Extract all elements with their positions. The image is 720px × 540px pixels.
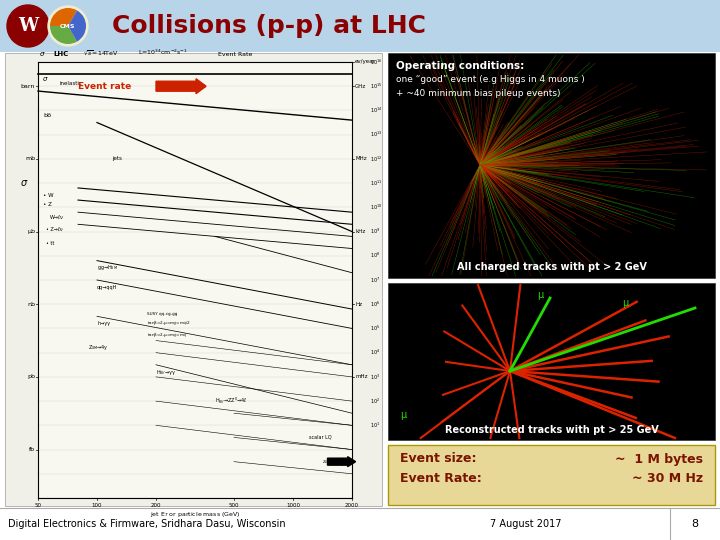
Text: ~ 30 M Hz: ~ 30 M Hz [632, 472, 703, 485]
Text: Event rate: Event rate [78, 82, 132, 91]
Text: Reconstructed tracks with pt > 25 GeV: Reconstructed tracks with pt > 25 GeV [445, 425, 658, 435]
Circle shape [7, 5, 49, 47]
Text: σ: σ [40, 51, 45, 57]
Text: kHz: kHz [355, 229, 365, 234]
Bar [38, 62, 352, 498]
Text: fb: fb [29, 447, 35, 452]
Text: • tt̄: • tt̄ [46, 241, 55, 246]
Text: $10^{1}$: $10^{1}$ [370, 421, 380, 430]
Text: ev/year: ev/year [355, 59, 376, 64]
Text: Z$_{SM}$→4y: Z$_{SM}$→4y [88, 343, 109, 352]
Text: Event Rate: Event Rate [218, 52, 253, 57]
Text: • Z→ℓν: • Z→ℓν [46, 227, 63, 232]
Text: Hz: Hz [355, 302, 362, 307]
Text: CMS: CMS [60, 24, 76, 29]
Bar [5, 53, 382, 506]
Text: • Z: • Z [43, 202, 52, 207]
Text: LHC: LHC [53, 51, 68, 57]
Bar [0, 508, 720, 540]
Text: $10^{2}$: $10^{2}$ [370, 396, 380, 406]
Text: pb: pb [27, 374, 35, 380]
Text: μb: μb [27, 229, 35, 234]
FancyArrow shape [156, 79, 206, 94]
Wedge shape [50, 26, 77, 44]
Text: h→γγ: h→γγ [97, 321, 110, 326]
Text: $10^{13}$: $10^{13}$ [370, 130, 382, 139]
Text: All charged tracks with pt > 2 GeV: All charged tracks with pt > 2 GeV [456, 262, 647, 272]
Text: 1000: 1000 [286, 503, 300, 508]
Bar [0, 0, 720, 52]
Text: jets: jets [112, 157, 122, 161]
Bar [388, 53, 715, 278]
Bar [388, 283, 715, 440]
Text: one “good” event (e.g Higgs in 4 muons ): one “good” event (e.g Higgs in 4 muons ) [396, 75, 585, 84]
Text: Collisions (p-p) at LHC: Collisions (p-p) at LHC [112, 14, 426, 38]
Text: 500: 500 [229, 503, 239, 508]
Text: barn: barn [21, 84, 35, 89]
Text: SUSY q̃q̃-c̃g̃-g̃g̃: SUSY q̃q̃-c̃g̃-g̃g̃ [147, 312, 177, 315]
Text: 2000: 2000 [345, 503, 359, 508]
Text: Digital Electronics & Firmware, Sridhara Dasu, Wisconsin: Digital Electronics & Firmware, Sridhara… [8, 519, 286, 529]
Text: GHz: GHz [355, 84, 366, 89]
Text: $10^{10}$: $10^{10}$ [370, 202, 382, 212]
Text: σ: σ [43, 76, 48, 82]
Text: tanβ=2,μ=m$_{g̃}$=m$_{q̃}$: tanβ=2,μ=m$_{g̃}$=m$_{q̃}$ [147, 332, 187, 341]
Text: bb̄: bb̄ [43, 113, 51, 118]
Text: $\sqrt{s}$=14TeV: $\sqrt{s}$=14TeV [83, 48, 119, 57]
Text: • W: • W [43, 193, 53, 198]
Circle shape [48, 6, 88, 46]
Wedge shape [68, 10, 86, 42]
FancyArrow shape [328, 457, 356, 467]
Text: $10^{4}$: $10^{4}$ [370, 348, 380, 357]
Text: inelastic: inelastic [60, 82, 83, 86]
Text: tanβ=2,μ=m$_{g̃}$=m$_{q̃}$/2: tanβ=2,μ=m$_{g̃}$=m$_{q̃}$/2 [147, 319, 191, 328]
Text: gg→H$_{SM}$: gg→H$_{SM}$ [97, 264, 118, 272]
Text: $10^{15}$: $10^{15}$ [370, 82, 382, 91]
Text: mb: mb [25, 157, 35, 161]
Text: W→ℓν: W→ℓν [50, 214, 64, 220]
Text: Operating conditions:: Operating conditions: [396, 61, 524, 71]
Text: 100: 100 [91, 503, 102, 508]
Text: $10^{12}$: $10^{12}$ [370, 154, 382, 164]
Bar [0, 52, 720, 508]
Text: $10^{6}$: $10^{6}$ [370, 300, 380, 309]
Text: Z$_{SSM}$→4y: Z$_{SSM}$→4y [322, 458, 341, 465]
Text: $10^{7}$: $10^{7}$ [370, 275, 380, 285]
Text: 7 August 2017: 7 August 2017 [490, 519, 562, 529]
Text: qq→qqH: qq→qqH [97, 285, 117, 290]
Text: mHz: mHz [355, 374, 367, 380]
Text: $10^{16}$: $10^{16}$ [370, 57, 382, 66]
Bar [388, 445, 715, 505]
Text: MHz: MHz [355, 157, 366, 161]
Text: μ: μ [537, 290, 543, 300]
Text: $10^{3}$: $10^{3}$ [370, 372, 380, 382]
Text: μ: μ [400, 410, 406, 420]
Wedge shape [50, 8, 77, 26]
Text: H$_{SV}$→γγ: H$_{SV}$→γγ [156, 368, 176, 376]
Text: ~  1 M bytes: ~ 1 M bytes [615, 453, 703, 465]
Text: H$_{SV}$→ZZ$^0$→4ℓ: H$_{SV}$→ZZ$^0$→4ℓ [215, 396, 248, 406]
Text: $10^{9}$: $10^{9}$ [370, 227, 380, 236]
Text: W: W [18, 17, 38, 35]
Text: Event Rate:: Event Rate: [400, 472, 482, 485]
Text: 50: 50 [35, 503, 42, 508]
Text: scalar LQ: scalar LQ [308, 435, 331, 440]
Text: μ: μ [622, 298, 628, 308]
Text: L=10$^{34}$cm$^{-2}$s$^{-1}$: L=10$^{34}$cm$^{-2}$s$^{-1}$ [138, 48, 188, 57]
Text: $10^{8}$: $10^{8}$ [370, 251, 380, 260]
Text: $10^{5}$: $10^{5}$ [370, 324, 380, 333]
Text: nb: nb [27, 302, 35, 307]
Text: $10^{14}$: $10^{14}$ [370, 106, 382, 115]
Text: + ~40 minimum bias pileup events): + ~40 minimum bias pileup events) [396, 89, 560, 98]
Text: $10^{11}$: $10^{11}$ [370, 178, 382, 188]
Text: σ: σ [21, 178, 27, 188]
Text: Event size:: Event size: [400, 453, 477, 465]
Text: 8: 8 [691, 519, 698, 529]
Text: jet E$_T$ or particle mass (GeV): jet E$_T$ or particle mass (GeV) [150, 510, 240, 519]
Text: 200: 200 [150, 503, 161, 508]
